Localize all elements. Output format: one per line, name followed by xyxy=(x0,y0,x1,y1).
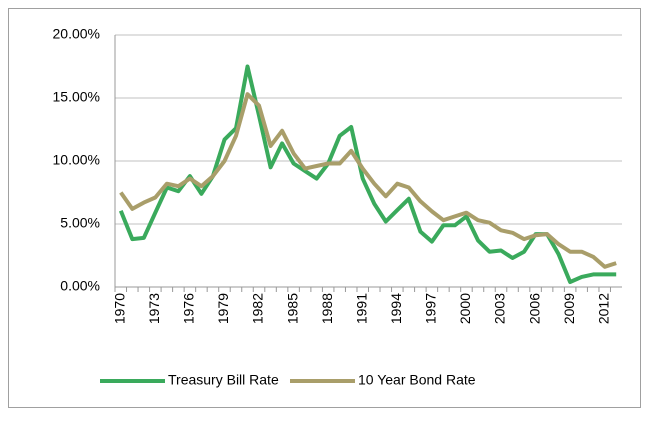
series-line xyxy=(119,92,617,269)
x-tick-label: 1997 xyxy=(423,293,439,324)
y-tick-label: 0.00% xyxy=(60,278,100,294)
legend-label: Treasury Bill Rate xyxy=(168,372,279,388)
x-tick-label: 2012 xyxy=(595,293,611,324)
chart-frame xyxy=(8,8,641,408)
x-tick-label: 2006 xyxy=(526,293,542,324)
x-tick-label: 1976 xyxy=(181,293,197,324)
x-tick-label: 1991 xyxy=(353,293,369,324)
x-tick-label: 1979 xyxy=(215,293,231,324)
y-tick-label: 10.00% xyxy=(53,152,100,168)
x-tick-label: 1988 xyxy=(319,293,335,324)
x-tick-label: 2009 xyxy=(561,293,577,324)
x-tick-label: 1973 xyxy=(146,293,162,324)
y-tick-label: 20.00% xyxy=(53,26,100,42)
legend-label: 10 Year Bond Rate xyxy=(358,372,476,388)
x-tick-label: 2003 xyxy=(492,293,508,324)
x-tick-label: 1970 xyxy=(111,293,127,324)
x-tick-label: 2000 xyxy=(457,293,473,324)
x-tick-label: 1982 xyxy=(250,293,266,324)
x-tick-label: 1994 xyxy=(388,293,404,324)
y-tick-label: 15.00% xyxy=(53,89,100,105)
x-tick-label: 1985 xyxy=(284,293,300,324)
y-tick-label: 5.00% xyxy=(60,215,100,231)
